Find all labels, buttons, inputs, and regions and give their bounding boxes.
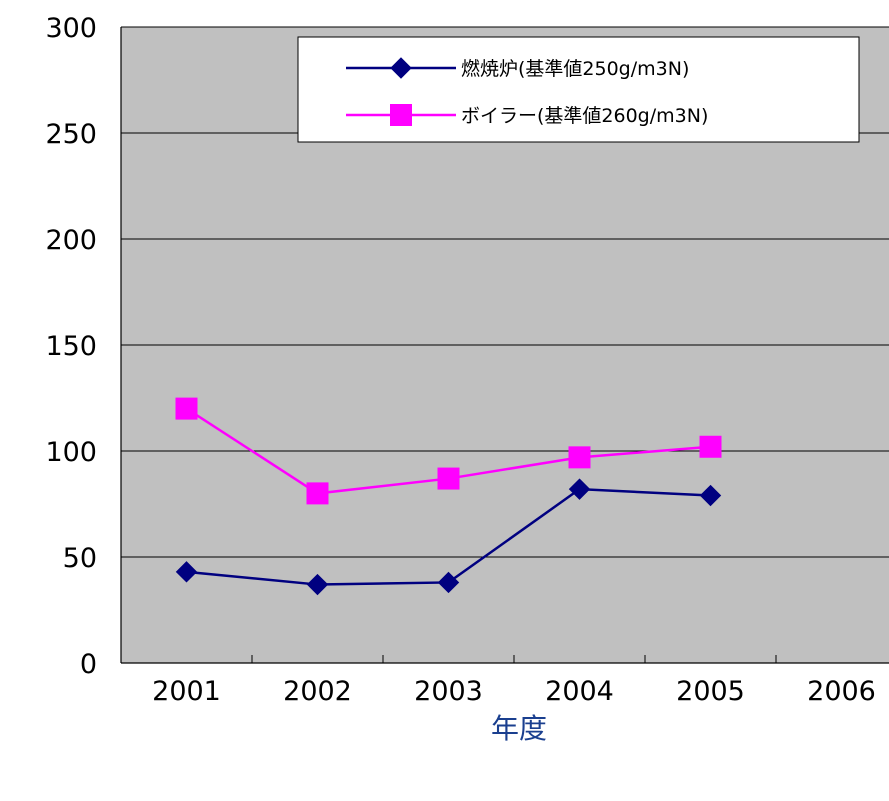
data-point <box>437 571 460 594</box>
data-point <box>306 573 329 596</box>
y-tick-label: 100 <box>45 437 97 468</box>
x-tick-label: 2006 <box>807 676 876 707</box>
x-tick-label: 2002 <box>283 676 352 707</box>
data-point <box>699 484 722 507</box>
x-tick-label: 2004 <box>545 676 614 707</box>
gridlines <box>121 26 889 558</box>
x-tick-label: 2003 <box>414 676 483 707</box>
legend-item: 燃焼炉(基準値250g/m3N) <box>346 57 689 80</box>
data-point <box>175 397 198 420</box>
y-tick-label: 250 <box>45 119 97 150</box>
series-1 <box>175 478 722 596</box>
legend-marker <box>390 104 412 126</box>
y-tick-label: 150 <box>45 331 97 362</box>
legend: 燃焼炉(基準値250g/m3N) ボイラー(基準値260g/m3N) <box>297 36 860 143</box>
y-tick-label: 0 <box>80 649 97 680</box>
legend-item: ボイラー(基準値260g/m3N) <box>346 104 708 127</box>
x-tick-label: 2001 <box>152 676 221 707</box>
data-point <box>175 561 198 583</box>
y-tick-labels: 0 50 100 150 200 250 300 <box>45 13 97 680</box>
axes <box>120 27 889 664</box>
x-tick-label: 2005 <box>676 676 745 707</box>
legend-label: ボイラー(基準値260g/m3N) <box>461 105 708 127</box>
legend-marker <box>390 57 412 79</box>
x-tick-labels: 2001 2002 2003 2004 2005 2006 <box>152 676 876 707</box>
data-point <box>306 482 329 505</box>
y-tick-label: 50 <box>63 543 97 574</box>
legend-label: 燃焼炉(基準値250g/m3N) <box>461 58 689 80</box>
y-tick-label: 300 <box>45 13 97 44</box>
data-point <box>699 435 722 458</box>
data-point <box>568 478 591 500</box>
data-series <box>175 397 722 596</box>
data-point <box>437 467 460 490</box>
y-tick-label: 200 <box>45 225 97 256</box>
x-axis-title: 年度 <box>491 712 547 745</box>
data-point <box>568 446 591 469</box>
series-2 <box>175 397 722 505</box>
